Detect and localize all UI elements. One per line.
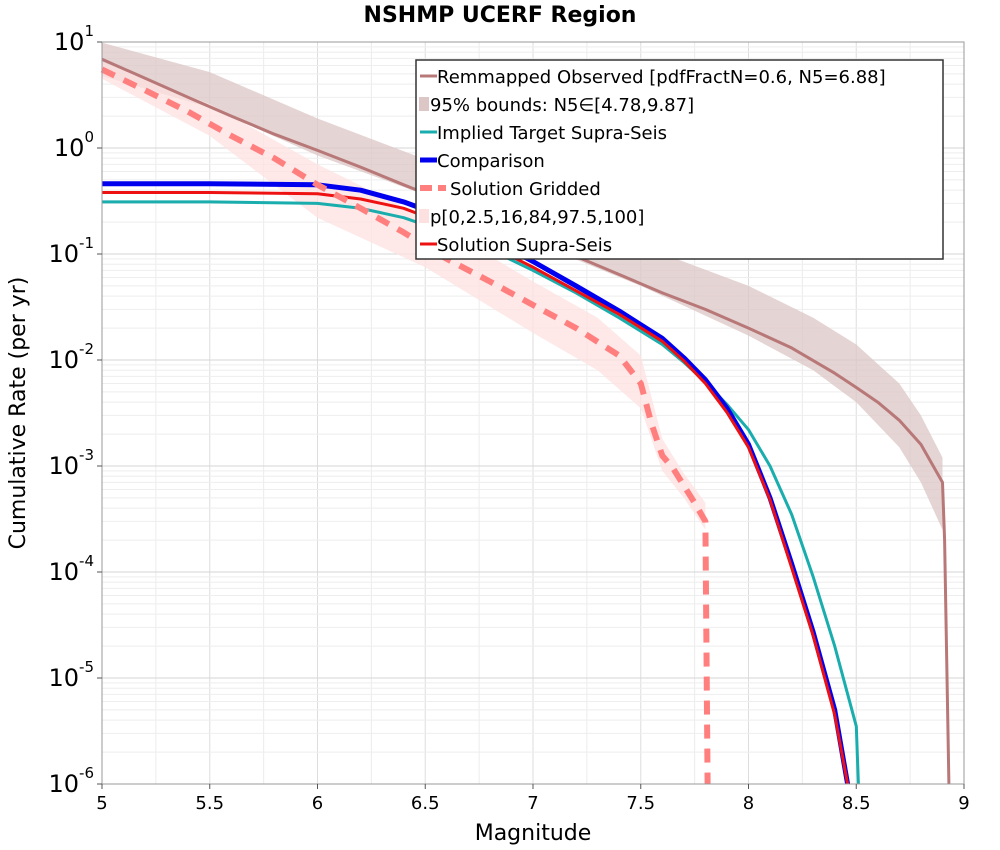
x-axis-label: Magnitude (475, 821, 592, 846)
series-lines (100, 57, 951, 785)
y-tick-label: 10-5 (48, 658, 94, 692)
legend-swatch (419, 209, 429, 223)
legend-label: Solution Gridded (450, 179, 601, 200)
band-area (102, 42, 943, 530)
y-tick-label: 10-3 (48, 446, 94, 480)
x-tick-label: 9 (958, 793, 969, 814)
y-tick-label: 10-4 (48, 552, 94, 586)
chart-title: NSHMP UCERF Region (364, 3, 637, 28)
series-line (100, 66, 711, 785)
legend: Remmapped Observed [pdfFractN=0.6, N5=6.… (415, 59, 944, 260)
y-tick-label: 10-2 (48, 340, 94, 374)
series-line (101, 57, 951, 785)
x-tick-label: 5.5 (195, 793, 224, 814)
series-line (102, 191, 850, 785)
y-tick-label: 10-1 (48, 234, 94, 268)
band-area (102, 61, 706, 530)
legend-label: 95% bounds: N5∈[4.78,9.87] (430, 95, 694, 116)
series-line (102, 200, 860, 785)
legend-label: Comparison (437, 151, 545, 172)
y-tick-label: 100 (54, 128, 94, 162)
y-tick-label: 10-6 (48, 764, 94, 798)
x-tick-label: 8.5 (842, 793, 871, 814)
x-tick-label: 6.5 (411, 793, 440, 814)
x-tick-label: 7 (527, 793, 538, 814)
legend-label: Remmapped Observed [pdfFractN=0.6, N5=6.… (437, 67, 886, 88)
legend-swatch (419, 97, 429, 111)
y-tick-label: 101 (54, 22, 94, 56)
legend-box (415, 59, 944, 260)
legend-label: p[0,2.5,16,84,97.5,100] (430, 207, 644, 228)
x-tick-label: 5 (96, 793, 107, 814)
x-tick-label: 6 (312, 793, 323, 814)
legend-label: Implied Target Supra-Seis (437, 123, 667, 144)
x-tick-label: 8 (743, 793, 754, 814)
x-axis-ticks: 5 5.5 6 6.5 7 7.5 8 8.5 9 (96, 784, 970, 814)
legend-label: Solution Supra-Seis (437, 235, 612, 256)
x-tick-label: 7.5 (626, 793, 655, 814)
y-axis-label: Cumulative Rate (per yr) (6, 277, 31, 550)
uncertainty-bands (102, 42, 943, 530)
y-axis-ticks: 10-6 10-5 10-4 10-3 10-2 10-1 100 101 (48, 22, 102, 798)
